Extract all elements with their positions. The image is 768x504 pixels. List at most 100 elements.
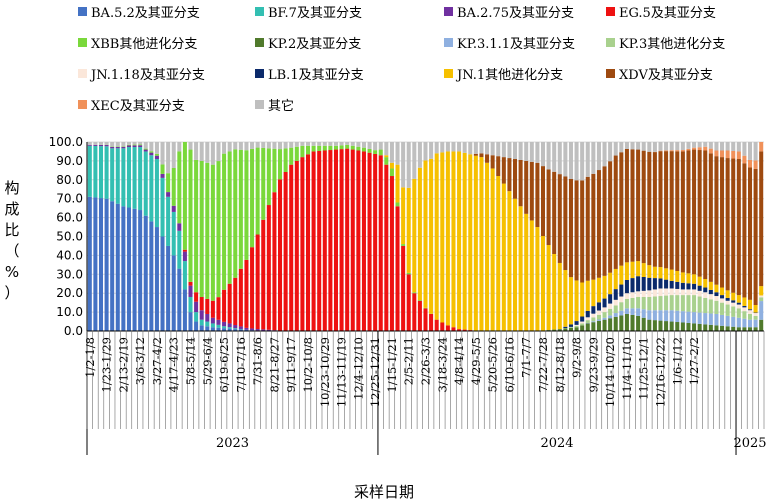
bar-segment	[636, 296, 641, 309]
bar-segment	[619, 284, 624, 297]
bar-segment	[244, 327, 249, 330]
bar-segment	[664, 151, 669, 269]
bar-stack	[143, 142, 148, 331]
bar-stack	[563, 142, 568, 331]
bar-stack	[149, 142, 154, 331]
legend-item: BA.2.75及其亚分支	[444, 2, 574, 21]
bar-segment	[205, 313, 210, 322]
bar-stack	[451, 142, 456, 331]
bar-segment	[222, 142, 227, 154]
bar-segment	[714, 284, 719, 293]
bar-stack	[669, 142, 674, 331]
bar-segment	[417, 300, 422, 301]
bar-segment	[210, 317, 215, 324]
year-label: 2023	[216, 436, 249, 451]
bar-segment	[462, 329, 467, 331]
bar-stack	[462, 142, 467, 331]
bar-segment	[624, 308, 629, 314]
bar-stack	[697, 142, 702, 331]
bar-segment	[104, 146, 109, 199]
x-tick-label: 1/2-1/8	[83, 337, 97, 378]
x-tick-label: 3/27-4/2	[150, 337, 164, 385]
bar-stack	[328, 142, 333, 331]
bar-segment	[160, 173, 165, 178]
bar-segment	[194, 301, 199, 313]
bar-segment	[686, 142, 691, 149]
bar-segment	[468, 142, 473, 155]
y-axis-label-char: 比	[4, 221, 20, 239]
bar-segment	[692, 283, 697, 290]
x-tick-labels: 1/2-1/8 1/23-1/29 2/13-2/19 3/6-3/12 3/27-4/…	[83, 337, 701, 407]
bar-segment	[513, 198, 518, 331]
bar-segment	[350, 145, 355, 150]
bar-stack	[568, 142, 573, 331]
bar-segment	[535, 142, 540, 163]
bar-segment	[602, 307, 607, 313]
bar-segment	[412, 178, 417, 293]
bar-segment	[283, 142, 288, 149]
bar-segment	[692, 323, 697, 331]
bar-stack	[261, 142, 266, 331]
bar-segment	[619, 302, 624, 311]
bar-segment	[322, 145, 327, 151]
bar-segment	[602, 166, 607, 276]
bar-stack	[356, 142, 361, 331]
x-tick-label: 12/25-12/31	[368, 337, 382, 407]
bar-segment	[389, 176, 394, 331]
bar-segment	[636, 149, 641, 262]
bar-segment	[160, 164, 165, 174]
bar-segment	[680, 322, 685, 331]
bar-stack	[748, 142, 753, 331]
bar-segment	[154, 142, 159, 154]
bar-segment	[669, 142, 674, 151]
legend-item: XDV及其亚分支	[606, 64, 713, 83]
bar-segment	[748, 167, 753, 300]
bar-segment	[748, 142, 753, 160]
bar-segment	[574, 325, 579, 328]
bar-segment	[697, 147, 702, 151]
bar-segment	[641, 309, 646, 318]
bar-segment	[361, 147, 366, 152]
bar-segment	[602, 312, 607, 318]
year-label: 2025	[733, 436, 766, 451]
bar-segment	[540, 142, 546, 167]
bar-segment	[580, 142, 585, 181]
bar-segment	[479, 153, 484, 158]
bar-segment	[434, 142, 439, 154]
bar-segment	[406, 187, 411, 273]
bar-segment	[524, 142, 529, 161]
bar-segment	[384, 164, 389, 331]
bar-segment	[345, 148, 350, 331]
bar-segment	[591, 317, 596, 322]
x-tick-label: 6/10-6/16	[502, 337, 516, 393]
bar-segment	[93, 197, 98, 331]
bar-segment	[619, 315, 624, 331]
bar-segment	[630, 297, 635, 309]
y-tick-label: 50.0	[56, 230, 83, 244]
x-tick-label: 9/23-9/29	[586, 337, 600, 393]
bar-segment	[736, 151, 741, 160]
y-axis-label-char: %	[4, 263, 20, 281]
bar-segment	[87, 142, 92, 145]
bar-segment	[759, 301, 764, 320]
bar-segment	[647, 151, 652, 266]
bar-segment	[496, 176, 501, 331]
bar-segment	[468, 154, 473, 331]
bar-segment	[585, 317, 590, 321]
bar-segment	[748, 309, 753, 311]
bar-stack	[278, 142, 283, 331]
y-axis-label: 构成比 （% ）	[2, 178, 22, 304]
bar-segment	[557, 142, 562, 175]
bar-segment	[669, 310, 674, 322]
bar-stack	[703, 142, 708, 331]
bar-stack	[98, 142, 103, 331]
bar-segment	[675, 270, 680, 282]
bar-segment	[395, 142, 400, 165]
bar-stack	[367, 142, 372, 331]
bar-stack	[333, 142, 338, 331]
bar-segment	[624, 142, 629, 149]
bar-segment	[613, 155, 618, 269]
bar-segment	[238, 326, 243, 329]
bar-segment	[608, 294, 613, 304]
bar-segment	[647, 277, 652, 291]
